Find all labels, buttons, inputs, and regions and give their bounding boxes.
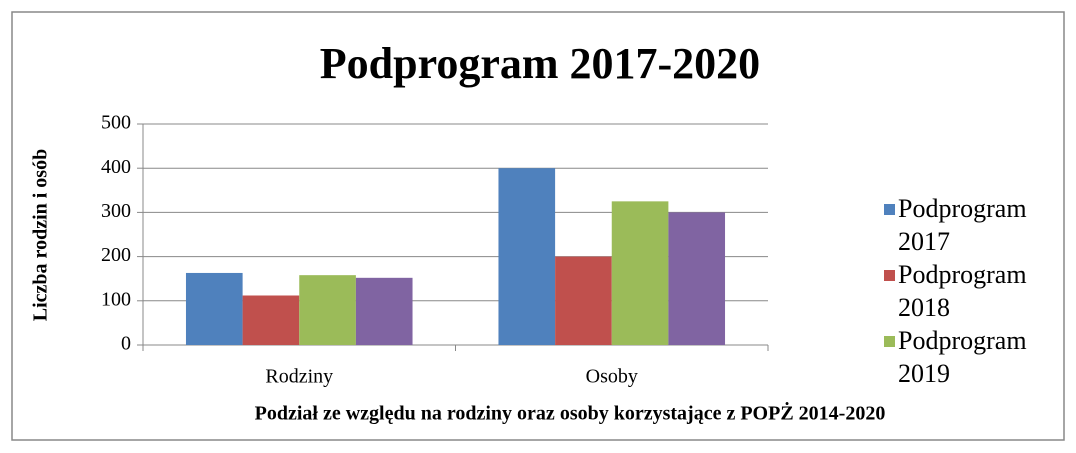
x-tick-label: Osoby — [586, 366, 638, 388]
legend-label: Podprogram 2018 — [898, 260, 1027, 322]
y-tick-label: 100 — [101, 288, 131, 310]
legend-swatch — [884, 270, 895, 281]
y-tick-label: 400 — [101, 156, 131, 178]
legend-label: Podprogram 2019 — [898, 326, 1027, 388]
chart-title: Podprogram 2017-2020 — [320, 39, 760, 88]
bar — [355, 277, 413, 345]
bar — [185, 272, 243, 345]
bar — [555, 256, 612, 345]
y-tick-label: 500 — [101, 112, 131, 134]
legend-item: Podprogram 2017 — [884, 192, 1054, 258]
y-tick-label: 300 — [101, 200, 131, 222]
legend-label: Podprogram 2017 — [898, 194, 1027, 256]
legend-swatch — [884, 204, 895, 215]
legend: Podprogram 2017 Podprogram 2018 Podprogram… — [884, 192, 1054, 390]
legend-item: Podprogram 2018 — [884, 258, 1054, 324]
x-axis-label: Podział ze względu na rodziny oraz osoby… — [255, 401, 886, 425]
y-tick-label: 0 — [121, 333, 131, 355]
y-axis-label: Liczba rodzin i osób — [30, 149, 52, 321]
bar — [668, 212, 726, 345]
bar — [611, 201, 669, 345]
chart-border — [11, 11, 1065, 441]
bar — [242, 295, 300, 345]
legend-item: Podprogram 2019 — [884, 324, 1054, 390]
legend-swatch — [884, 336, 895, 347]
bar — [299, 275, 356, 345]
x-tick-label: Rodziny — [265, 366, 333, 388]
bar — [498, 168, 556, 345]
y-tick-label: 200 — [101, 244, 131, 266]
